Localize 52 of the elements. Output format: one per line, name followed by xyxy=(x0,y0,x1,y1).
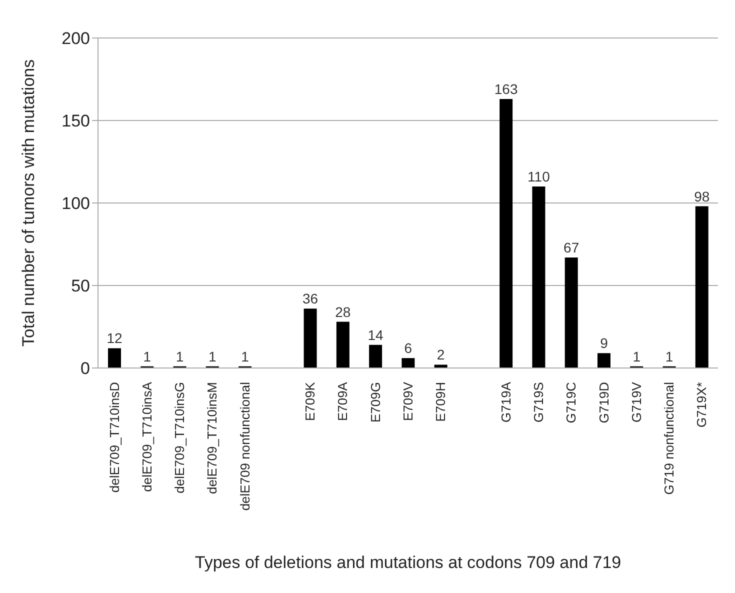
data-label: 1 xyxy=(665,348,674,364)
x-tick-label: G719D xyxy=(596,382,612,424)
x-tick-label: G719X* xyxy=(694,382,710,428)
bar xyxy=(597,353,610,368)
x-tick-label: delE709_T710insG xyxy=(172,382,188,494)
data-label: 2 xyxy=(436,346,445,363)
x-tick-label: G719A xyxy=(498,382,514,422)
x-tick-label: delE709_T710insA xyxy=(139,382,154,492)
y-tick-label: 200 xyxy=(62,29,90,48)
data-label: 98 xyxy=(694,188,710,204)
x-tick-label: G719V xyxy=(628,382,644,422)
x-tick-label: delE709 nonfunctional xyxy=(237,382,252,511)
bar xyxy=(564,257,578,368)
data-label: 12 xyxy=(106,330,122,346)
y-tick-label: 50 xyxy=(71,276,90,296)
y-tick-label: 0 xyxy=(80,359,90,378)
x-tick-label: E709K xyxy=(302,382,318,422)
bar xyxy=(402,358,415,368)
x-tick-label: G719S xyxy=(531,382,546,422)
x-axis-title: Types of deletions and mutations at codons 709 and 719 xyxy=(194,553,622,572)
data-label: 28 xyxy=(335,304,351,320)
x-tick-label: G719C xyxy=(564,382,579,424)
data-label: 1 xyxy=(208,348,216,364)
bar xyxy=(434,364,448,368)
x-tick-label: E709A xyxy=(335,382,350,422)
bar xyxy=(369,344,382,368)
y-tick-label: 150 xyxy=(62,112,90,131)
bar xyxy=(695,206,708,368)
data-label: 67 xyxy=(564,239,580,256)
y-tick-label: 100 xyxy=(62,194,90,214)
x-tick-label: G719 nonfunctional xyxy=(662,382,677,495)
bar xyxy=(532,186,546,368)
bar xyxy=(108,348,121,368)
data-label: 1 xyxy=(176,348,184,364)
x-tick-label: E709H xyxy=(433,382,448,422)
bar xyxy=(304,308,317,368)
x-tick-label: delE709_T710insM xyxy=(204,382,220,494)
y-axis-title: Total number of tumors with mutations xyxy=(19,59,38,347)
data-label: 14 xyxy=(368,326,384,343)
data-label: 9 xyxy=(600,335,608,352)
x-tick-label: E709G xyxy=(368,382,383,422)
x-tick-label: E709V xyxy=(400,382,416,422)
data-label: 1 xyxy=(632,348,641,364)
data-label: 163 xyxy=(494,81,518,98)
x-tick-label: delE709_T710insD xyxy=(106,382,122,493)
bar xyxy=(336,322,350,368)
data-label: 36 xyxy=(302,290,318,307)
data-label: 110 xyxy=(528,168,550,184)
bar xyxy=(500,99,513,368)
data-label: 1 xyxy=(143,348,152,364)
data-label: 6 xyxy=(404,340,412,356)
data-label: 1 xyxy=(241,348,250,364)
